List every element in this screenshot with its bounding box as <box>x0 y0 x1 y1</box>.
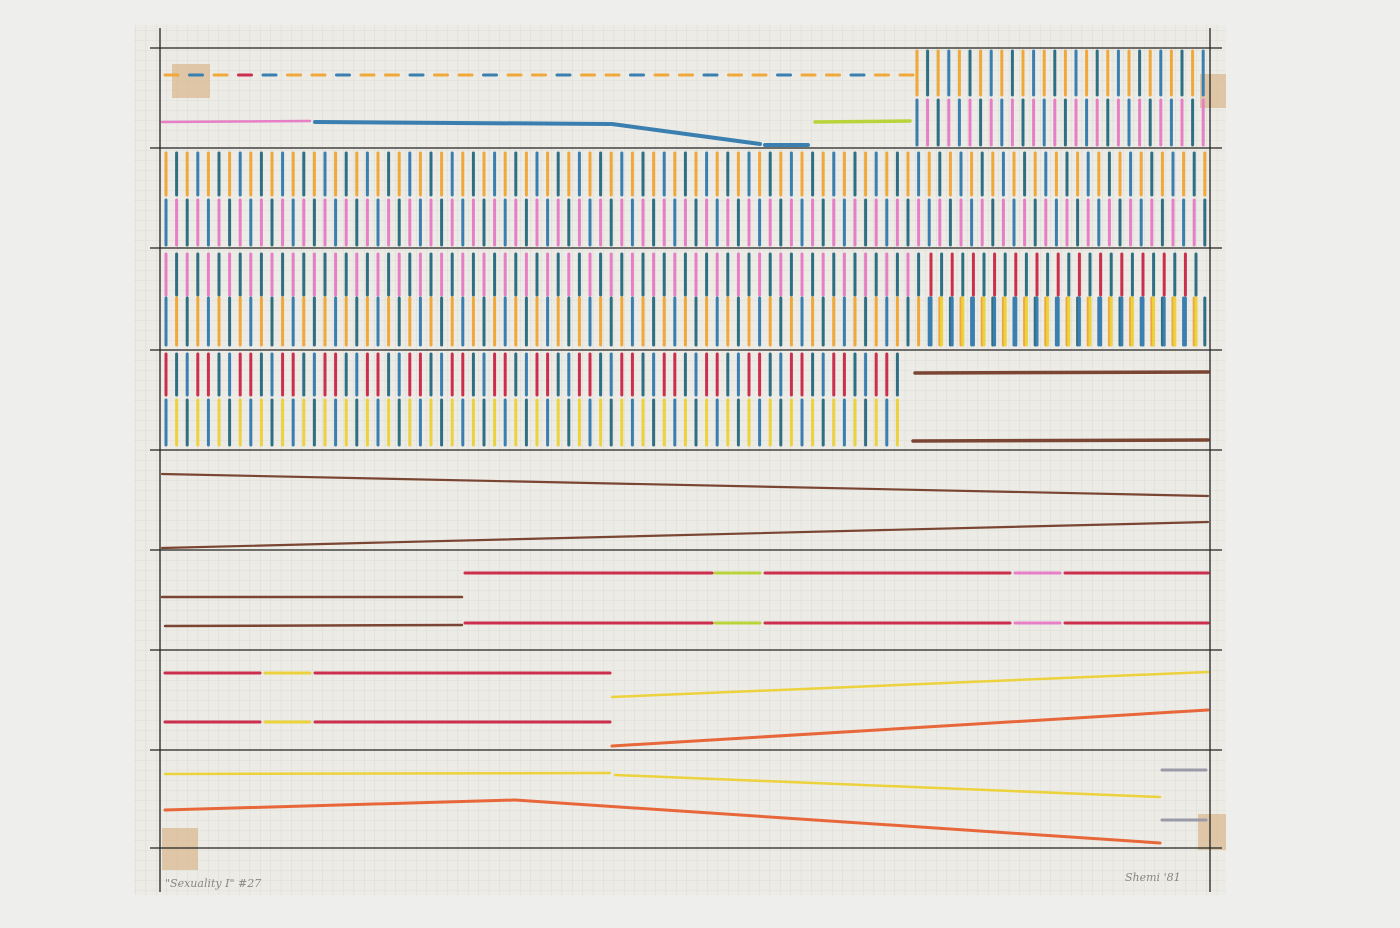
stroke <box>163 623 464 628</box>
stroke <box>913 370 1210 375</box>
stroke <box>160 472 1210 498</box>
title-inscription: "Sexuality I" #27 <box>165 877 261 890</box>
stroke <box>610 122 762 146</box>
signature: Shemi '81 <box>1125 871 1181 884</box>
graph-grid <box>134 25 1226 895</box>
frame-lines <box>150 28 1222 892</box>
stroke <box>610 708 1210 748</box>
stroke <box>813 119 912 124</box>
stroke <box>613 773 1162 799</box>
stroke <box>163 798 517 812</box>
stroke <box>163 771 612 776</box>
stroke <box>513 798 1162 845</box>
stroke <box>160 119 312 124</box>
stroke <box>911 438 1210 443</box>
stroke <box>160 520 1210 550</box>
tape <box>162 64 1226 870</box>
stroke <box>313 120 612 126</box>
drawing <box>160 49 1210 845</box>
stroke <box>610 670 1210 699</box>
